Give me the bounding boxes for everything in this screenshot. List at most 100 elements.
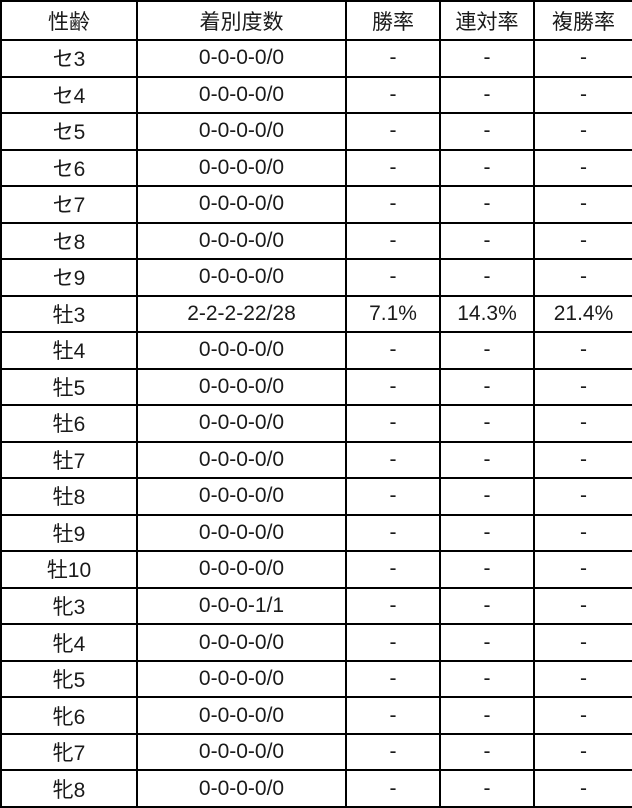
- cell-finish-counts: 0-0-0-0/0: [136, 367, 347, 407]
- cell-sex-age: 牡7: [0, 440, 138, 480]
- cell-win-rate: -: [345, 367, 441, 407]
- table-row: 牝6 0-0-0-0/0- - -: [0, 696, 632, 735]
- cell-place-rate: -: [439, 440, 535, 480]
- cell-finish-counts: 0-0-0-0/0: [136, 221, 347, 261]
- cell-sex-age: 牡6: [0, 404, 138, 443]
- column-header-finish-counts: 着別度数: [136, 0, 347, 41]
- cell-finish-counts: 2-2-2-22/28: [136, 294, 347, 334]
- cell-show-rate: -: [533, 404, 632, 443]
- cell-place-rate: -: [439, 659, 535, 699]
- cell-sex-age: セ3: [0, 39, 138, 78]
- table-row: 牝3 0-0-0-1/1- - -: [0, 586, 632, 626]
- table-row: 牝5 0-0-0-0/0- - -: [0, 659, 632, 699]
- cell-place-rate: -: [439, 258, 535, 297]
- cell-win-rate: -: [345, 477, 441, 516]
- cell-win-rate: -: [345, 550, 441, 589]
- cell-win-rate: -: [345, 769, 441, 808]
- table-row: セ4 0-0-0-0/0- - -: [0, 75, 632, 115]
- table-row: セ7 0-0-0-0/0- - -: [0, 185, 632, 224]
- table-row: セ8 0-0-0-0/0- - -: [0, 221, 632, 261]
- cell-show-rate: -: [533, 769, 632, 808]
- cell-place-rate: -: [439, 513, 535, 553]
- cell-finish-counts: 0-0-0-0/0: [136, 39, 347, 78]
- table-row: 牡5 0-0-0-0/0- - -: [0, 367, 632, 407]
- cell-sex-age: 牡8: [0, 477, 138, 516]
- cell-place-rate: -: [439, 75, 535, 115]
- cell-show-rate: -: [533, 623, 632, 662]
- cell-win-rate: -: [345, 623, 441, 662]
- cell-show-rate: -: [533, 586, 632, 626]
- cell-sex-age: セ5: [0, 112, 138, 151]
- cell-win-rate: -: [345, 513, 441, 553]
- cell-sex-age: 牝3: [0, 586, 138, 626]
- cell-win-rate: -: [345, 148, 441, 188]
- cell-place-rate: -: [439, 221, 535, 261]
- cell-sex-age: 牡3: [0, 294, 138, 334]
- cell-sex-age: 牡9: [0, 513, 138, 553]
- cell-finish-counts: 0-0-0-0/0: [136, 331, 347, 370]
- cell-place-rate: -: [439, 331, 535, 370]
- cell-finish-counts: 0-0-0-0/0: [136, 112, 347, 151]
- cell-finish-counts: 0-0-0-0/0: [136, 185, 347, 224]
- cell-win-rate: -: [345, 659, 441, 699]
- cell-show-rate: -: [533, 696, 632, 735]
- cell-win-rate: -: [345, 112, 441, 151]
- cell-sex-age: 牝6: [0, 696, 138, 735]
- table-row: 牡4 0-0-0-0/0- - -: [0, 331, 632, 370]
- column-header-win-rate: 勝率: [345, 0, 441, 41]
- cell-win-rate: -: [345, 586, 441, 626]
- cell-show-rate: -: [533, 550, 632, 589]
- table-row: 牡8 0-0-0-0/0- - -: [0, 477, 632, 516]
- cell-show-rate: -: [533, 331, 632, 370]
- cell-show-rate: -: [533, 659, 632, 699]
- cell-place-rate: -: [439, 696, 535, 735]
- cell-finish-counts: 0-0-0-0/0: [136, 732, 347, 772]
- cell-show-rate: -: [533, 75, 632, 115]
- cell-finish-counts: 0-0-0-0/0: [136, 440, 347, 480]
- column-header-sex-age: 性齢: [0, 0, 138, 41]
- table-row: 牡10 0-0-0-0/0- - -: [0, 550, 632, 589]
- cell-sex-age: セ7: [0, 185, 138, 224]
- cell-show-rate: -: [533, 513, 632, 553]
- cell-sex-age: セ4: [0, 75, 138, 115]
- cell-show-rate: -: [533, 185, 632, 224]
- cell-win-rate: -: [345, 331, 441, 370]
- cell-win-rate: -: [345, 185, 441, 224]
- cell-finish-counts: 0-0-0-0/0: [136, 75, 347, 115]
- cell-place-rate: -: [439, 769, 535, 808]
- cell-place-rate: -: [439, 185, 535, 224]
- cell-finish-counts: 0-0-0-0/0: [136, 550, 347, 589]
- header-row: 性齢 着別度数 勝率 連対率 複勝率: [0, 0, 632, 41]
- cell-sex-age: 牡5: [0, 367, 138, 407]
- cell-place-rate: 14.3%: [439, 294, 535, 334]
- table-row: 牡9 0-0-0-0/0- - -: [0, 513, 632, 553]
- table-row: セ6 0-0-0-0/0- - -: [0, 148, 632, 188]
- cell-finish-counts: 0-0-0-1/1: [136, 586, 347, 626]
- table-row: 牡6 0-0-0-0/0- - -: [0, 404, 632, 443]
- cell-place-rate: -: [439, 550, 535, 589]
- cell-sex-age: セ6: [0, 148, 138, 188]
- cell-finish-counts: 0-0-0-0/0: [136, 404, 347, 443]
- cell-sex-age: 牝5: [0, 659, 138, 699]
- cell-finish-counts: 0-0-0-0/0: [136, 659, 347, 699]
- table-row: 牝4 0-0-0-0/0- - -: [0, 623, 632, 662]
- cell-sex-age: 牝7: [0, 732, 138, 772]
- cell-place-rate: -: [439, 367, 535, 407]
- cell-show-rate: -: [533, 258, 632, 297]
- cell-place-rate: -: [439, 148, 535, 188]
- table-row: セ9 0-0-0-0/0- - -: [0, 258, 632, 297]
- cell-place-rate: -: [439, 112, 535, 151]
- cell-win-rate: 7.1%: [345, 294, 441, 334]
- cell-finish-counts: 0-0-0-0/0: [136, 623, 347, 662]
- cell-win-rate: -: [345, 39, 441, 78]
- cell-place-rate: -: [439, 586, 535, 626]
- cell-finish-counts: 0-0-0-0/0: [136, 513, 347, 553]
- cell-place-rate: -: [439, 732, 535, 772]
- cell-show-rate: -: [533, 367, 632, 407]
- table-row: 牡7 0-0-0-0/0- - -: [0, 440, 632, 480]
- cell-show-rate: -: [533, 39, 632, 78]
- cell-win-rate: -: [345, 732, 441, 772]
- cell-win-rate: -: [345, 404, 441, 443]
- cell-sex-age: セ8: [0, 221, 138, 261]
